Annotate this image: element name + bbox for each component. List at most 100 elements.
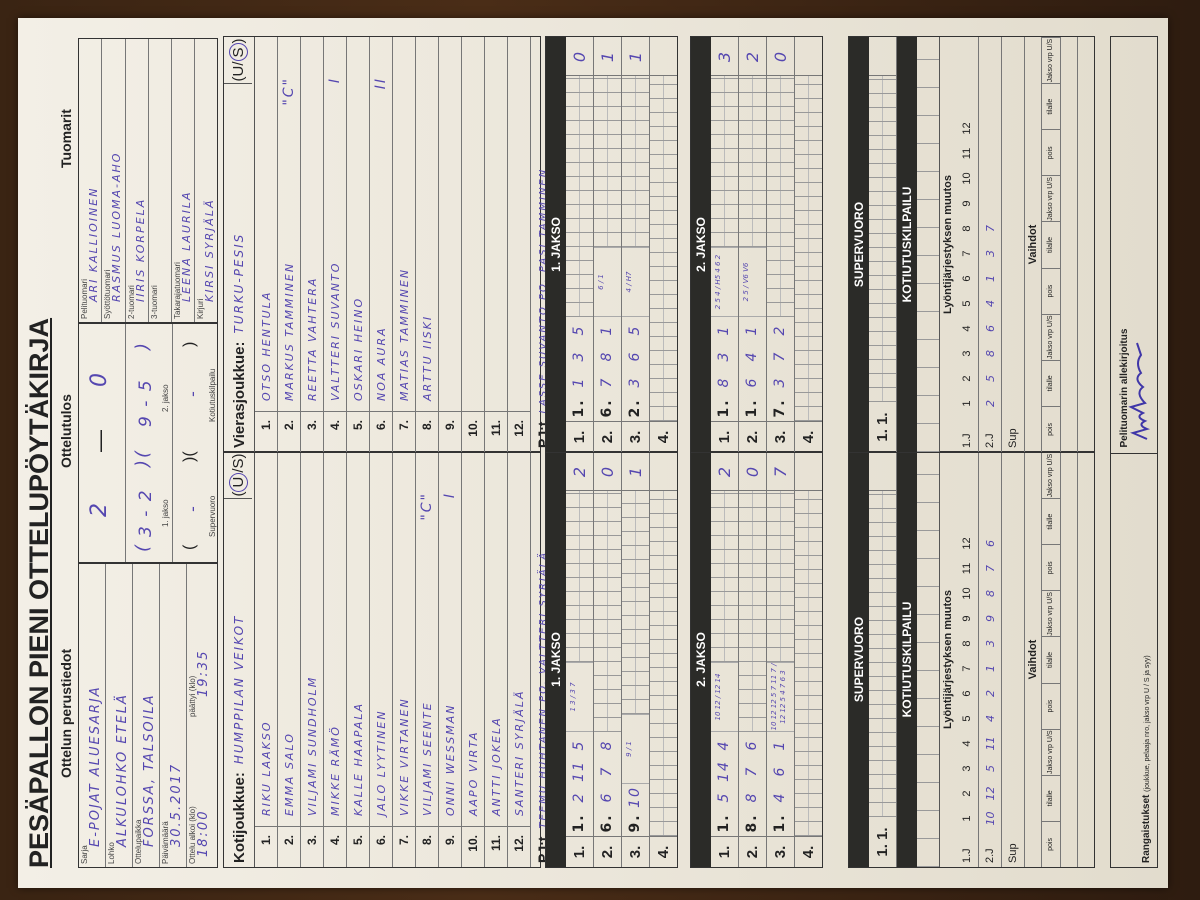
scoring-grid[interactable] xyxy=(767,491,794,662)
inning-row[interactable]: 3. 7. 3 7 2 0 xyxy=(767,37,795,452)
player-row[interactable]: 2. Emma Salo xyxy=(278,452,301,867)
player-row[interactable]: 9. Onni Wessman I xyxy=(439,452,462,867)
time-field[interactable]: Ottelu alkoi (klo) 18:00 päättyi (klo) 19:3… xyxy=(187,564,214,867)
kotiutuskilpailu-grid[interactable] xyxy=(917,452,939,867)
player-row[interactable]: 4. Valtteri Suvanto I xyxy=(324,37,347,452)
scoring-grid[interactable] xyxy=(566,76,593,317)
option-s[interactable]: S xyxy=(228,43,248,62)
player-row[interactable]: 5. Oskari Heino xyxy=(347,37,370,452)
lineup-row-2j[interactable]: 2.J 10 12 5 11 4 2 1 3 9 8 7 6 xyxy=(979,452,1002,867)
inning-row[interactable]: 3. 1. 4 6 1 10 12 12 5 7 11 7 / 12 12 5 4 7 6… xyxy=(767,452,795,867)
player-row[interactable]: 10. Aapo Virta xyxy=(462,452,485,867)
away-home-away-selector[interactable]: (U / S) xyxy=(224,37,252,84)
inning-row[interactable]: 2. 6. 6 7 8 0 xyxy=(594,452,622,867)
lineup-row-2j[interactable]: 2.J 2 5 8 6 4 1 3 7 xyxy=(979,37,1002,452)
player-row[interactable]: 11. xyxy=(485,37,508,452)
inning-row[interactable]: 1. 1. 2 11 5 1 3 / 3 7 2 xyxy=(566,452,594,867)
player-row[interactable]: 6. Noa Aura II xyxy=(370,37,393,452)
inning-row[interactable]: 4. xyxy=(650,452,677,867)
referee-field[interactable]: Kirjuri Kirsi Syrjälä xyxy=(195,39,218,322)
inning-row[interactable]: 3. 9. 10 9 / 1 1 xyxy=(622,452,650,867)
result-heading: Ottelutulos xyxy=(58,394,74,468)
vaihdot-row[interactable] xyxy=(1078,452,1094,867)
inning-row[interactable]: 1. 1. 1 3 5 0 xyxy=(566,37,594,452)
player-row[interactable]: 1. Riku Laakso xyxy=(255,452,278,867)
scoring-grid[interactable] xyxy=(739,491,766,732)
player-row[interactable]: 1. Otso Hentula xyxy=(255,37,278,452)
inning-note: 10 12 / 12 14 xyxy=(711,662,738,732)
scoring-grid[interactable] xyxy=(869,76,896,402)
player-row[interactable]: 12. Santeri Syrjälä xyxy=(508,452,531,867)
scoring-grid[interactable] xyxy=(711,491,738,662)
inning-row[interactable]: 2. 8. 8 7 6 0 xyxy=(739,452,767,867)
player-row[interactable]: 7. Vikke Virtanen xyxy=(393,452,416,867)
referee-field[interactable]: 3-tuomari xyxy=(148,39,173,322)
scoring-grid[interactable] xyxy=(650,76,677,421)
option-u[interactable]: U xyxy=(228,472,248,492)
lineup-row-sup[interactable]: Sup xyxy=(1002,452,1025,867)
player-row[interactable]: 10. xyxy=(462,37,485,452)
player-row[interactable]: 8. Arttu Iiski xyxy=(416,37,439,452)
player-number: 2. xyxy=(278,411,300,452)
scoring-grid[interactable] xyxy=(711,76,738,247)
player-row[interactable]: 12. xyxy=(508,37,531,452)
scoring-grid[interactable] xyxy=(594,491,621,732)
option-s[interactable]: S xyxy=(229,458,247,469)
lineup-position: 1 xyxy=(961,400,973,407)
vaihdot-row[interactable] xyxy=(1078,37,1094,452)
scoring-grid[interactable] xyxy=(566,491,593,662)
scoring-grid[interactable] xyxy=(739,76,766,247)
super-label: Supervuoro xyxy=(208,495,217,537)
vaihdot-row[interactable] xyxy=(1061,37,1078,452)
player-number: 9. xyxy=(439,826,461,867)
lineup-row-sup[interactable]: Sup xyxy=(1002,37,1025,452)
lohko-field[interactable]: Lohko Alkulohko Etelä xyxy=(106,564,133,867)
vaihdot-row[interactable] xyxy=(1061,452,1078,867)
player-row[interactable]: 3. Viljami Sundholm xyxy=(301,452,324,867)
player-row[interactable]: 3. Reetta Vahtera xyxy=(301,37,324,452)
paikka-field[interactable]: Ottelupaikka Forssa, Talsoila xyxy=(133,564,160,867)
referee-field[interactable]: Pelituomari Ari Kallioinen xyxy=(79,39,103,322)
scoring-grid[interactable] xyxy=(795,491,822,836)
inning-row[interactable]: 4. xyxy=(795,452,822,867)
scoring-grid[interactable] xyxy=(650,491,677,836)
player-row[interactable]: 8. Viljami Seente "C" xyxy=(416,452,439,867)
option-u[interactable]: U xyxy=(229,65,247,77)
player-row[interactable]: 2. Markus Tamminen "C" xyxy=(278,37,301,452)
penalties-field[interactable]: Rangaistukset (joukkue, pelaaja nro, jak… xyxy=(1111,453,1157,867)
inning-row[interactable]: 1. 1. 5 14 4 10 12 / 12 14 2 xyxy=(711,452,739,867)
supervuoro-row[interactable]: 1. 1. xyxy=(869,37,897,452)
inning-row[interactable]: 4. xyxy=(650,37,677,452)
signature-field[interactable]: Pelituomarin allekirjoitus xyxy=(1111,37,1157,454)
kotiutuskilpailu-grid[interactable] xyxy=(917,37,939,452)
inning-row[interactable]: 4. xyxy=(795,37,822,452)
scoring-grid[interactable] xyxy=(869,491,896,817)
sarja-field[interactable]: Sarja E-pojat aluesarja xyxy=(79,564,106,867)
scoring-grid[interactable] xyxy=(767,76,794,317)
inning-row[interactable]: 2. 1. 6 4 1 2 5 / V6 V6 2 xyxy=(739,37,767,452)
scoring-grid[interactable] xyxy=(622,76,649,247)
inning-entry: 1 xyxy=(744,324,760,336)
scoring-grid[interactable] xyxy=(795,76,822,421)
player-row[interactable]: 11. Antti Jokela xyxy=(485,452,508,867)
referee-field[interactable]: Takarajatuomari Leena Laurila xyxy=(172,39,196,322)
player-row[interactable]: 9. xyxy=(439,37,462,452)
inning-entry: 5 xyxy=(627,324,643,336)
inning-row[interactable]: 1. 1. 8 3 1 2 5 4 / H5 4 6 2 3 xyxy=(711,37,739,452)
scoring-grid[interactable] xyxy=(594,76,621,247)
supervuoro-row[interactable]: 1. 1. xyxy=(869,452,897,867)
player-name: Valtteri Suvanto xyxy=(328,261,342,401)
away-team-name[interactable]: Turku-Pesis xyxy=(232,232,246,334)
scoring-grid[interactable] xyxy=(622,491,649,714)
player-row[interactable]: 7. Matias Tamminen xyxy=(393,37,416,452)
referee-field[interactable]: Syöttötuomari Rasmus Luoma-aho xyxy=(102,39,126,322)
player-row[interactable]: 5. Kalle Haapala xyxy=(347,452,370,867)
inning-row[interactable]: 2. 6. 7 8 1 6 / 1 1 xyxy=(594,37,622,452)
home-team-name[interactable]: Humppilan Veikot xyxy=(232,614,246,765)
date-field[interactable]: Päivämäärä 30.5.2017 xyxy=(160,564,187,867)
inning-row[interactable]: 3. 2. 3 6 5 4 / H7 1 xyxy=(622,37,650,452)
home-home-away-selector[interactable]: (U / S) xyxy=(224,452,252,499)
player-row[interactable]: 6. Jalo Lyytinen xyxy=(370,452,393,867)
referee-field[interactable]: 2-tuomari Iiris Korpela xyxy=(125,39,149,322)
player-row[interactable]: 4. Mikke Rämö xyxy=(324,452,347,867)
